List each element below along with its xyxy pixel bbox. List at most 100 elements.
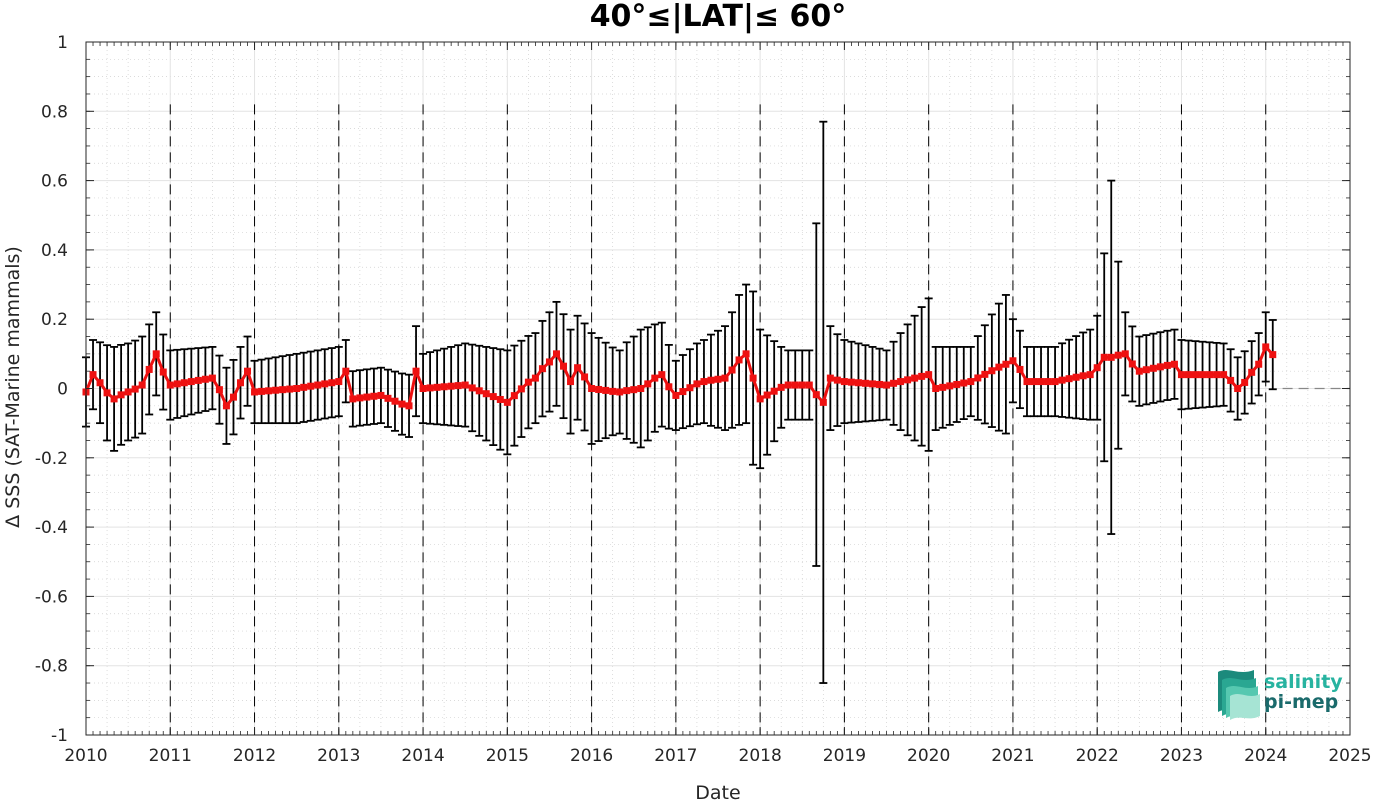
data-point	[272, 386, 280, 394]
y-tick-label: -0.4	[35, 518, 68, 538]
data-point	[1227, 376, 1235, 384]
data-point	[623, 387, 631, 395]
data-point	[819, 398, 827, 406]
data-point	[426, 384, 434, 392]
data-point	[215, 386, 223, 394]
data-point	[918, 372, 926, 380]
data-point	[588, 385, 596, 392]
data-point	[1051, 378, 1059, 386]
data-point	[201, 375, 209, 383]
data-point	[524, 378, 532, 386]
y-axis-title: Δ SSS (SAT-Marine mammals)	[2, 246, 24, 528]
data-point	[1086, 371, 1094, 379]
data-point	[1065, 375, 1073, 383]
data-point	[1044, 378, 1052, 386]
data-point	[307, 382, 315, 390]
data-point	[433, 383, 441, 391]
data-point	[110, 395, 118, 403]
data-point	[1072, 373, 1080, 381]
data-point	[356, 394, 364, 402]
data-point	[700, 378, 708, 386]
data-point	[152, 350, 160, 358]
data-point	[763, 391, 771, 399]
data-point	[953, 380, 961, 388]
data-point	[574, 364, 582, 372]
y-tick-label: 1	[57, 33, 68, 53]
data-point	[735, 356, 743, 364]
data-point	[293, 385, 301, 392]
data-point	[531, 374, 539, 382]
data-point	[440, 383, 448, 391]
data-point	[145, 365, 153, 373]
data-point	[714, 375, 722, 383]
data-point	[1114, 351, 1122, 359]
data-point	[1156, 363, 1164, 371]
data-point	[222, 402, 230, 410]
data-point	[1142, 366, 1150, 374]
y-tick-label: 0	[57, 380, 68, 400]
data-point	[1170, 360, 1178, 368]
data-point	[602, 386, 610, 394]
data-point	[911, 374, 919, 382]
data-point	[897, 378, 905, 386]
data-point	[826, 374, 834, 382]
data-point	[1269, 351, 1277, 359]
data-point	[988, 367, 996, 375]
data-point	[258, 387, 266, 395]
data-point	[756, 395, 764, 403]
data-point	[1163, 361, 1171, 369]
data-point	[791, 381, 799, 389]
wave-logo-icon	[1218, 670, 1260, 720]
data-point	[1121, 350, 1129, 358]
data-point	[405, 402, 413, 410]
data-point	[742, 350, 750, 358]
data-point	[321, 380, 329, 388]
data-point	[461, 381, 469, 389]
data-point	[868, 380, 876, 388]
data-point	[995, 363, 1003, 371]
x-tick-label: 2014	[401, 746, 444, 766]
x-tick-label: 2016	[570, 746, 613, 766]
data-point	[946, 382, 954, 390]
data-point	[1177, 371, 1185, 379]
salinity-pi-mep-logo: salinity pi-mep	[1218, 670, 1343, 720]
data-point	[384, 394, 392, 402]
data-point	[538, 365, 546, 373]
data-point	[777, 383, 785, 391]
data-point	[349, 395, 357, 403]
data-point	[517, 385, 525, 393]
data-point	[1135, 367, 1143, 375]
x-tick-label: 2017	[654, 746, 697, 766]
data-point	[96, 379, 104, 387]
data-point	[138, 381, 146, 389]
data-point	[693, 380, 701, 388]
data-point	[503, 398, 511, 406]
x-tick-label: 2022	[1076, 746, 1119, 766]
logo-line1: salinity	[1264, 671, 1343, 693]
data-point	[342, 367, 350, 375]
data-point	[286, 385, 294, 393]
data-point	[391, 397, 399, 405]
data-point	[1100, 353, 1108, 361]
data-point	[721, 374, 729, 382]
data-point	[1192, 371, 1200, 379]
data-point	[672, 391, 680, 399]
data-point	[180, 379, 188, 387]
data-point	[960, 379, 968, 387]
data-point	[377, 391, 385, 399]
y-tick-labels: -1 -0.8 -0.6 -0.4 -0.2 0 0.2 0.4 0.6 0.8 1	[35, 33, 68, 746]
y-tick-label: -0.8	[35, 657, 68, 677]
data-point	[229, 393, 237, 401]
data-point	[974, 374, 982, 382]
data-point	[468, 384, 476, 392]
data-point	[840, 378, 848, 386]
x-tick-label: 2010	[64, 746, 107, 766]
data-point	[770, 387, 778, 395]
data-point	[1241, 378, 1249, 386]
x-tick-label: 2025	[1328, 746, 1371, 766]
data-point	[363, 393, 371, 401]
x-tick-labels: 2010 2011 2012 2013 2014 2015 2016 2017 2018 2019…	[64, 746, 1371, 766]
x-tick-label: 2018	[739, 746, 782, 766]
data-point	[117, 391, 125, 399]
data-point	[1009, 357, 1017, 365]
